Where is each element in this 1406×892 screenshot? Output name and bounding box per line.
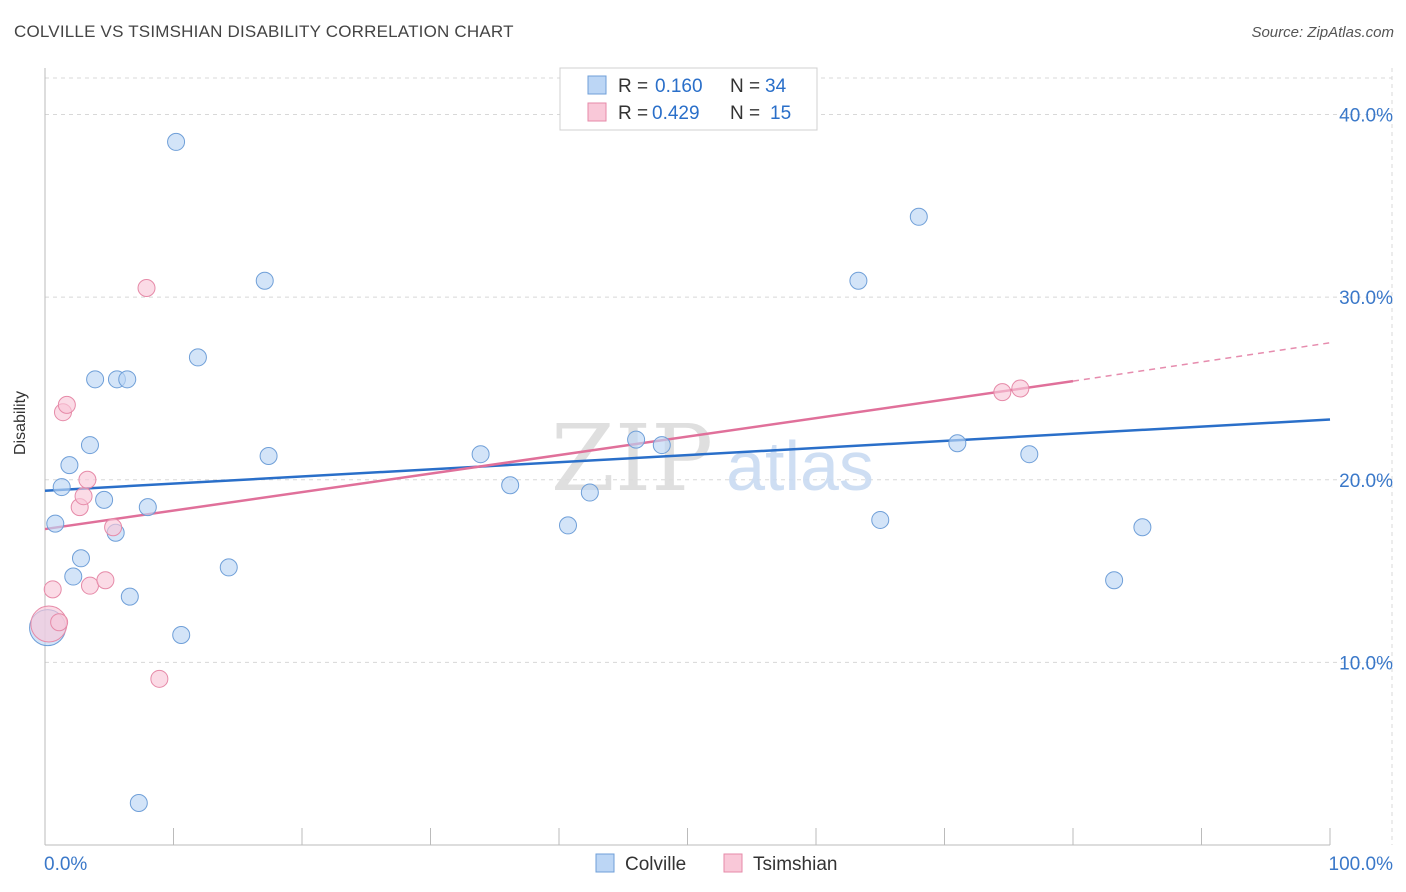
point-colville-11 (118, 370, 137, 389)
point-colville-30 (948, 434, 967, 453)
point-colville-29 (909, 207, 928, 226)
point-colville-19 (255, 271, 274, 290)
point-tsimshian-2 (50, 613, 69, 632)
legend-r-label-2: R = (618, 103, 648, 124)
tick-labels: 10.0% 20.0% 30.0% 40.0% 0.0% 100.0% (44, 106, 1393, 875)
watermark-atlas: atlas (726, 427, 874, 505)
point-colville-2 (52, 478, 71, 497)
point-colville-15 (167, 132, 186, 151)
y-tick-label-40: 40.0% (1339, 106, 1393, 127)
point-tsimshian-12 (150, 669, 169, 688)
point-tsimshian-14 (1011, 379, 1030, 398)
legend-r-value-1: 0.160 (655, 76, 703, 97)
point-tsimshian-4 (57, 395, 76, 414)
point-colville-21 (471, 445, 490, 464)
legend-n-value-1: 34 (765, 76, 787, 97)
legend-swatch-colville (587, 75, 607, 95)
point-colville-13 (129, 793, 148, 812)
trend-line-tsimshian (44, 379, 1074, 531)
point-colville-23 (558, 516, 577, 535)
point-colville-18 (219, 558, 238, 577)
point-colville-32 (1105, 571, 1124, 590)
point-colville-27 (849, 271, 868, 290)
point-tsimshian-8 (80, 576, 99, 595)
point-colville-22 (501, 476, 520, 495)
point-tsimshian-1 (43, 580, 62, 599)
trend-line-tsimshian-extension (1072, 342, 1331, 382)
bottom-legend-swatch-tsimshian (723, 853, 743, 873)
axes (44, 68, 1331, 846)
source-label: Source: ZipAtlas.com (1251, 24, 1394, 41)
y-tick-label-30: 30.0% (1339, 288, 1393, 309)
series-legend: Colville Tsimshian (595, 853, 837, 875)
trend-lines (44, 342, 1331, 531)
point-colville-7 (86, 370, 105, 389)
point-colville-14 (138, 498, 157, 517)
point-tsimshian-7 (78, 470, 97, 489)
point-colville-25 (627, 430, 646, 449)
point-colville-31 (1020, 445, 1039, 464)
point-colville-3 (60, 456, 79, 475)
legend-r-label-1: R = (618, 76, 648, 97)
point-colville-6 (80, 436, 99, 455)
point-colville-33 (1133, 518, 1152, 537)
point-colville-28 (871, 510, 890, 529)
point-colville-16 (172, 625, 191, 644)
point-colville-8 (95, 490, 114, 509)
point-tsimshian-9 (96, 571, 115, 590)
x-tick-label-min: 0.0% (44, 854, 87, 875)
grid-lines (45, 68, 1393, 845)
point-colville-26 (652, 436, 671, 455)
point-colville-1 (46, 514, 65, 533)
bottom-legend-label-colville: Colville (625, 854, 686, 875)
point-colville-24 (580, 483, 599, 502)
point-colville-5 (71, 549, 90, 568)
point-tsimshian-11 (137, 279, 156, 298)
trend-line-colville (44, 418, 1331, 492)
y-tick-label-10: 10.0% (1339, 653, 1393, 674)
legend-n-label-2: N = (730, 103, 760, 124)
point-colville-17 (188, 348, 207, 367)
legend-n-value-2: 15 (770, 103, 791, 124)
point-colville-12 (120, 587, 139, 606)
legend-n-label-1: N = (730, 76, 760, 97)
point-tsimshian-13 (993, 383, 1012, 402)
bottom-legend-swatch-colville (595, 853, 615, 873)
chart-title: COLVILLE VS TSIMSHIAN DISABILITY CORRELA… (14, 22, 514, 41)
point-tsimshian-6 (74, 487, 93, 506)
point-colville-20 (259, 447, 278, 466)
legend-swatch-tsimshian (587, 102, 607, 122)
data-points (29, 132, 1152, 812)
point-tsimshian-10 (104, 518, 123, 537)
point-colville-4 (64, 567, 83, 586)
bottom-legend-label-tsimshian: Tsimshian (753, 854, 837, 875)
legend-r-value-2: 0.429 (652, 103, 700, 124)
stats-legend: R = 0.160 N = 34 R = 0.429 N = 15 (559, 67, 818, 131)
y-tick-label-20: 20.0% (1339, 471, 1393, 492)
x-tick-label-max: 100.0% (1329, 854, 1394, 875)
